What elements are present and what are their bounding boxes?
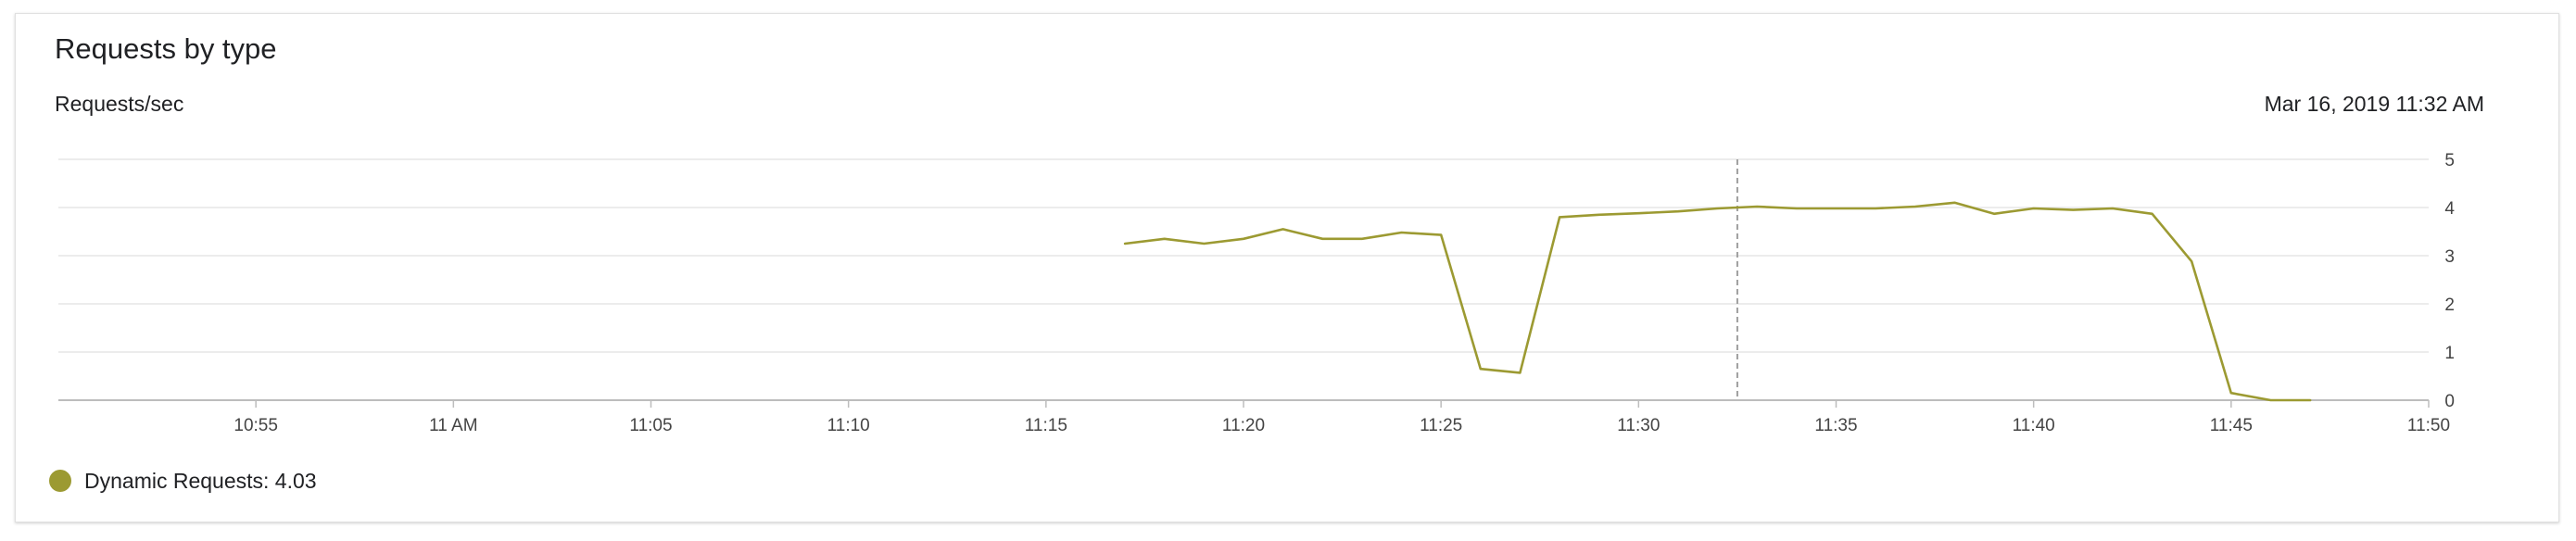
x-tick-label: 11:15 [1025, 416, 1067, 435]
legend[interactable]: Dynamic Requests: 4.03 [49, 462, 317, 499]
hover-timestamp: Mar 16, 2019 11:32 AM [2264, 92, 2484, 116]
x-axis-ticks: 10:55 11 AM 11:05 11:10 11:15 11:20 11:25 11:30… [234, 400, 2450, 435]
y-axis-ticks: 0 1 2 3 4 5 [2444, 151, 2455, 411]
x-tick-label: 11:35 [1814, 416, 1857, 435]
x-tick-label: 11:10 [827, 416, 870, 435]
y-tick-label-3: 3 [2444, 247, 2455, 267]
y-tick-label-2: 2 [2444, 296, 2455, 315]
chart-title: Requests by type [55, 32, 277, 65]
x-tick-label: 11:05 [629, 416, 672, 435]
y-axis-unit-label: Requests/sec [55, 92, 184, 116]
y-tick-label-1: 1 [2444, 344, 2455, 363]
line-chart[interactable]: 0 1 2 3 4 5 10:55 11 AM 11:05 11:10 11:15 11:20 11:… [16, 14, 2560, 523]
y-tick-label-5: 5 [2444, 151, 2455, 170]
series-layer [1123, 201, 2312, 402]
series-line-dynamic-requests [1123, 201, 2312, 402]
x-tick-label: 11:20 [1222, 416, 1265, 435]
x-tick-label: 11:45 [2210, 416, 2253, 435]
x-tick-label: 10:55 [234, 416, 278, 435]
x-tick-label: 11 AM [429, 416, 477, 435]
gridlines [58, 158, 2429, 353]
y-tick-label-0: 0 [2444, 392, 2455, 411]
x-tick-label: 11:30 [1617, 416, 1660, 435]
x-tick-label: 11:50 [2407, 416, 2450, 435]
y-tick-label-4: 4 [2444, 199, 2455, 219]
legend-swatch-icon [49, 470, 71, 492]
requests-by-type-card: Requests by type Requests/sec Mar 16, 20… [15, 13, 2559, 522]
legend-series-label: Dynamic Requests: 4.03 [84, 468, 317, 493]
x-tick-label: 11:25 [1420, 416, 1462, 435]
x-tick-label: 11:40 [2013, 416, 2055, 435]
